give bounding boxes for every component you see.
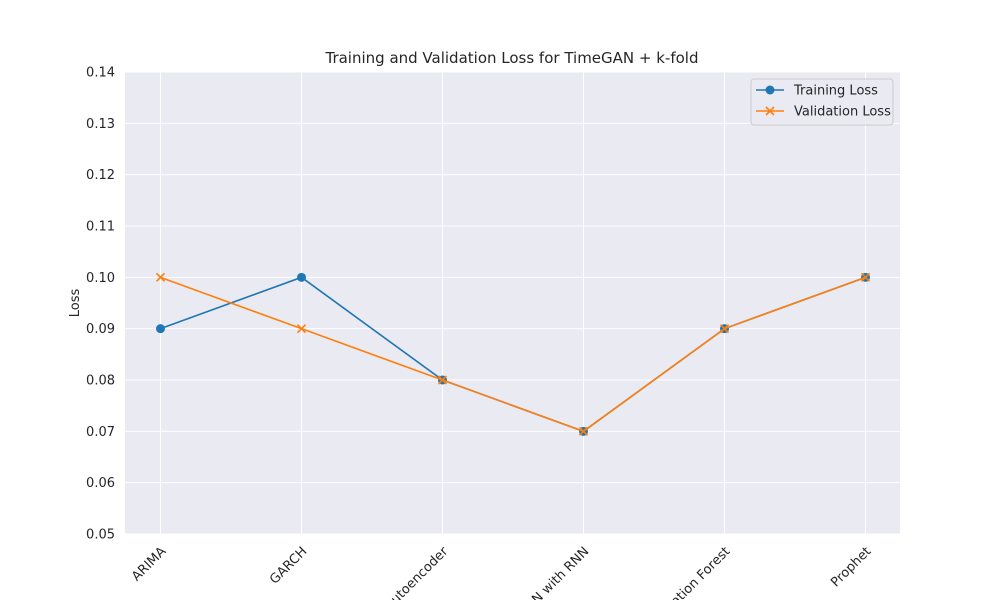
series-line [160, 276, 866, 433]
series-layer [155, 272, 871, 436]
x-tick-label: Autoencoder [382, 544, 452, 600]
x-tick-label: GAN with RNN [516, 544, 592, 600]
y-tick-label: 0.10 [86, 271, 115, 286]
y-tick-label: 0.09 [86, 322, 115, 337]
data-point [578, 426, 589, 436]
data-point [860, 272, 871, 282]
data-point [297, 272, 306, 282]
data-point [437, 375, 448, 385]
legend-box [750, 78, 894, 126]
data-point [296, 324, 307, 334]
legend-marker [765, 85, 775, 95]
y-tick-label: 0.13 [86, 117, 115, 132]
x-axis-ticks: ARIMA GARCH Autoencoder GAN with RNN Isolati… [129, 544, 874, 600]
y-tick-label: 0.07 [86, 425, 115, 440]
data-point [719, 324, 730, 334]
series-validation-loss [155, 272, 871, 436]
y-tick-label: 0.11 [86, 220, 115, 235]
data-point [156, 324, 165, 334]
y-axis-label: Loss [68, 289, 83, 318]
y-axis-ticks: 0.05 0.06 0.07 0.08 0.09 0.10 0.11 0.12 0.13 0.14 [86, 66, 115, 543]
x-tick-label: Prophet [828, 544, 874, 590]
legend-label: Training Loss [793, 84, 878, 99]
y-tick-label: 0.14 [86, 66, 115, 81]
x-tick-label: ARIMA [129, 544, 169, 584]
legend-label: Validation Loss [794, 105, 891, 120]
legend: Training Loss Validation Loss [750, 78, 894, 126]
y-tick-label: 0.05 [86, 528, 115, 543]
plot-background [125, 72, 900, 534]
y-tick-label: 0.08 [86, 374, 115, 389]
grid-lines [125, 71, 900, 535]
data-point [155, 272, 166, 282]
legend-marker [765, 106, 775, 116]
x-tick-label: Isolation Forest [653, 544, 734, 600]
chart-title: Training and Validation Loss for TimeGAN… [324, 49, 698, 67]
y-tick-label: 0.12 [86, 168, 115, 183]
x-tick-label: GARCH [267, 544, 310, 587]
y-tick-label: 0.06 [86, 476, 115, 491]
